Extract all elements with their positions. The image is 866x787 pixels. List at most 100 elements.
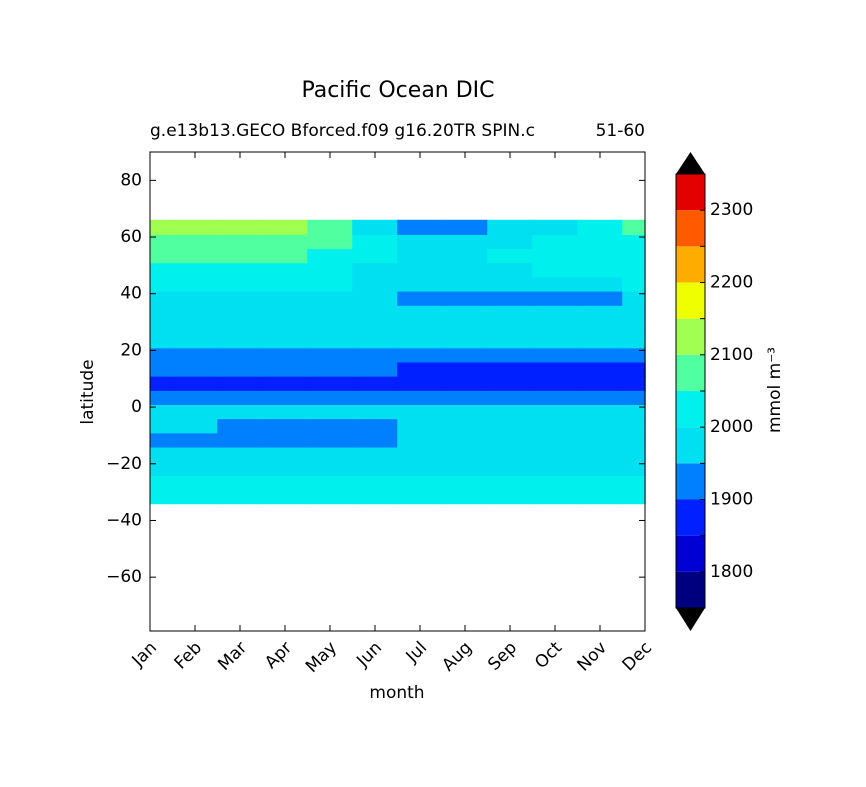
contour-cell bbox=[149, 290, 174, 306]
contour-cell bbox=[217, 219, 264, 235]
contour-cell bbox=[352, 304, 399, 320]
contour-cell bbox=[442, 389, 489, 406]
colorbar-segment bbox=[676, 391, 705, 428]
contour-cell bbox=[532, 404, 579, 420]
contour-cell bbox=[217, 347, 264, 363]
contour-cell bbox=[352, 432, 399, 448]
contour-cell bbox=[307, 219, 354, 235]
contour-cell bbox=[172, 460, 219, 476]
contour-cell bbox=[487, 347, 534, 363]
contour-cell bbox=[262, 333, 309, 349]
contour-cell bbox=[397, 219, 444, 235]
contour-cell bbox=[577, 262, 624, 278]
contour-cell bbox=[487, 375, 534, 391]
contour-cell bbox=[352, 347, 399, 363]
colorbar-tick-label: 2300 bbox=[710, 200, 753, 220]
contour-cell bbox=[262, 460, 309, 476]
contour-cell bbox=[577, 248, 624, 264]
contour-cell bbox=[532, 290, 579, 306]
contour-cell bbox=[532, 347, 579, 363]
contour-cell bbox=[149, 361, 174, 377]
contour-cell bbox=[262, 233, 309, 250]
contour-cell bbox=[397, 474, 444, 491]
contour-cell bbox=[622, 262, 646, 278]
y-tick-label: 0 bbox=[131, 397, 142, 417]
contour-cell bbox=[442, 375, 489, 391]
contour-cell bbox=[442, 460, 489, 476]
contour-cell bbox=[352, 233, 399, 250]
contour-cell bbox=[532, 318, 579, 335]
contour-cell bbox=[307, 446, 354, 462]
contour-cell bbox=[172, 219, 219, 235]
colorbar-tick-label: 2100 bbox=[710, 345, 753, 365]
contour-cell bbox=[442, 404, 489, 420]
contour-cell bbox=[149, 262, 174, 278]
contour-cell bbox=[487, 418, 534, 434]
colorbar-segment bbox=[676, 499, 705, 536]
contour-cell bbox=[577, 276, 624, 292]
contour-cell bbox=[172, 489, 219, 505]
colorbar-extend-bottom bbox=[676, 608, 705, 631]
contour-cell bbox=[532, 446, 579, 462]
subtitle-left: g.e13b13.GECO Bforced.f09 g16.20TR SPIN.… bbox=[150, 121, 535, 141]
contour-cell bbox=[532, 233, 579, 250]
contour-cell bbox=[149, 489, 174, 505]
contour-cell bbox=[307, 489, 354, 505]
contour-cell bbox=[149, 219, 174, 235]
contour-cell bbox=[307, 262, 354, 278]
contour-cell bbox=[487, 404, 534, 420]
y-tick-label: −40 bbox=[106, 510, 142, 530]
contour-cell bbox=[532, 248, 579, 264]
contour-cell bbox=[262, 432, 309, 448]
contour-cell bbox=[397, 276, 444, 292]
contour-cell bbox=[262, 276, 309, 292]
contour-cell bbox=[307, 248, 354, 264]
contour-cell bbox=[352, 489, 399, 505]
contour-cell bbox=[352, 375, 399, 391]
contour-cell bbox=[487, 262, 534, 278]
contour-cell bbox=[262, 361, 309, 377]
colorbar-segment bbox=[676, 535, 705, 572]
contour-cell bbox=[622, 404, 646, 420]
contour-cell bbox=[217, 474, 264, 491]
contour-cell bbox=[397, 432, 444, 448]
contour-cell bbox=[397, 489, 444, 505]
colorbar-segment bbox=[676, 174, 705, 211]
contour-cell bbox=[622, 474, 646, 491]
contour-cell bbox=[307, 290, 354, 306]
contour-cell bbox=[397, 290, 444, 306]
colorbar-tick-label: 1800 bbox=[710, 562, 753, 582]
colorbar-segment bbox=[676, 246, 705, 283]
contour-cell bbox=[577, 219, 624, 235]
colorbar bbox=[675, 173, 706, 609]
contour-cell bbox=[622, 418, 646, 434]
contour-cell bbox=[262, 318, 309, 335]
plot-frame bbox=[149, 151, 646, 632]
colorbar-label: mmol m⁻³ bbox=[765, 347, 785, 433]
contour-cell bbox=[487, 219, 534, 235]
contour-cell bbox=[487, 474, 534, 491]
contour-cell bbox=[172, 432, 219, 448]
contour-cell bbox=[577, 489, 624, 505]
contour-cell bbox=[442, 432, 489, 448]
contour-cell bbox=[442, 418, 489, 434]
contour-cell bbox=[172, 404, 219, 420]
contour-cell bbox=[577, 474, 624, 491]
contour-cell bbox=[172, 474, 219, 491]
contour-cell bbox=[307, 304, 354, 320]
contour-cell bbox=[352, 219, 399, 235]
contour-cell bbox=[352, 262, 399, 278]
contour-cell bbox=[622, 347, 646, 363]
contour-cell bbox=[149, 318, 174, 335]
contour-cell bbox=[487, 333, 534, 349]
y-tick-label: 20 bbox=[120, 340, 142, 360]
contour-cell bbox=[262, 446, 309, 462]
contour-cell bbox=[442, 304, 489, 320]
contour-cell bbox=[217, 418, 264, 434]
contour-cell bbox=[307, 333, 354, 349]
contour-cell bbox=[217, 432, 264, 448]
colorbar-segment bbox=[676, 318, 705, 355]
contour-cell bbox=[577, 432, 624, 448]
colorbar-tick-label: 1900 bbox=[710, 490, 753, 510]
contour-cell bbox=[577, 304, 624, 320]
